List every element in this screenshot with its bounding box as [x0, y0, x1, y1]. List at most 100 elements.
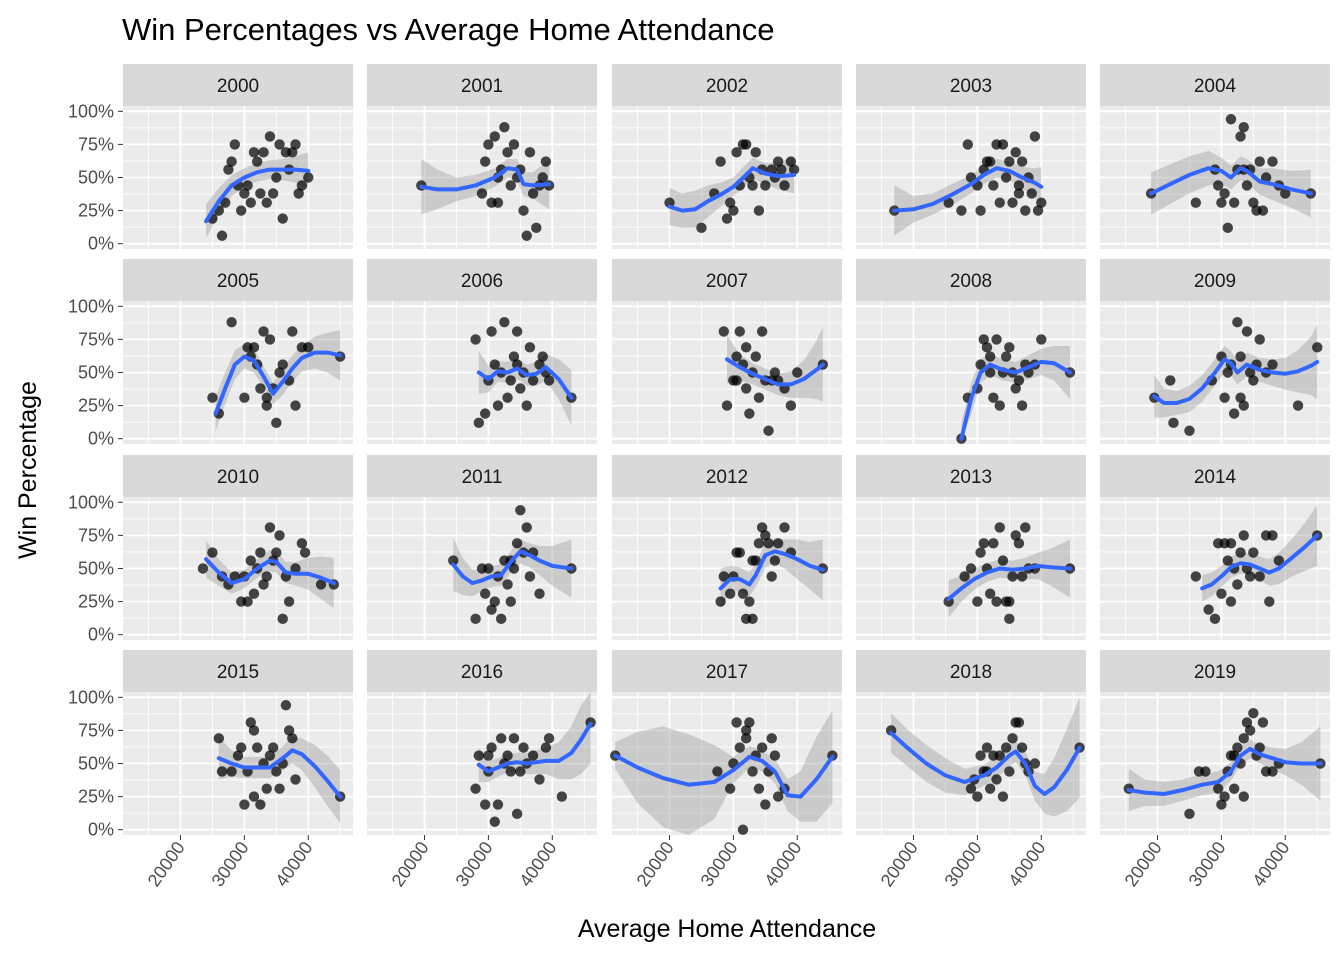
- facet-strip-label: 2007: [706, 271, 748, 292]
- data-point: [772, 538, 784, 549]
- facet-strip: [856, 455, 1086, 497]
- data-point: [721, 400, 733, 411]
- data-point: [505, 375, 516, 386]
- data-point: [1241, 180, 1253, 191]
- data-point: [1232, 579, 1243, 590]
- data-point: [505, 596, 516, 607]
- facet-strip: [856, 259, 1086, 301]
- facet-strip: [612, 650, 842, 692]
- data-point: [724, 783, 736, 794]
- data-point: [521, 400, 532, 411]
- data-point: [1238, 400, 1249, 411]
- data-point: [1004, 596, 1015, 607]
- smooth-line: [725, 357, 825, 387]
- data-point: [277, 613, 288, 625]
- data-point: [1232, 316, 1243, 328]
- data-point: [271, 172, 282, 183]
- data-point: [534, 359, 545, 370]
- data-point: [984, 367, 996, 378]
- data-point: [772, 156, 784, 167]
- data-point: [261, 571, 272, 582]
- data-point: [975, 750, 986, 761]
- data-point: [956, 205, 967, 216]
- data-point: [1029, 758, 1041, 769]
- data-point: [495, 733, 507, 744]
- data-point: [251, 156, 263, 167]
- data-point: [486, 326, 497, 337]
- facet-strip: [123, 259, 353, 301]
- data-point: [470, 334, 481, 345]
- facet-strip-label: 2017: [706, 662, 748, 683]
- data-point: [984, 783, 996, 794]
- data-point: [1013, 188, 1025, 199]
- data-point: [731, 375, 742, 386]
- smooth-line: [451, 549, 574, 586]
- facet-strip-label: 2013: [950, 467, 992, 488]
- data-point: [1225, 596, 1237, 607]
- data-point: [258, 326, 269, 337]
- y-tick-label: 25%: [78, 592, 114, 612]
- facet-strip: [612, 259, 842, 301]
- data-point: [483, 563, 494, 574]
- facet-panel: 2000 0% 25% 50% 75% 100%: [68, 64, 353, 254]
- data-point: [242, 180, 253, 191]
- data-point: [734, 326, 745, 337]
- data-point: [664, 197, 675, 208]
- data-point: [997, 555, 1009, 566]
- data-point: [271, 417, 282, 429]
- data-point: [267, 742, 279, 753]
- data-point: [534, 588, 545, 599]
- data-point: [303, 172, 314, 183]
- data-point: [479, 588, 491, 599]
- data-point: [785, 400, 797, 411]
- facet-strip-label: 2001: [461, 76, 503, 97]
- data-point: [1238, 791, 1249, 802]
- data-point: [537, 172, 548, 183]
- data-point: [274, 367, 285, 378]
- smooth-line: [1126, 746, 1323, 796]
- data-point: [293, 188, 304, 199]
- data-point: [1000, 172, 1012, 183]
- data-point: [479, 156, 491, 167]
- data-point: [715, 596, 726, 607]
- data-point: [248, 342, 260, 353]
- data-point: [788, 164, 800, 175]
- data-point: [226, 156, 237, 167]
- data-point: [261, 197, 272, 208]
- y-tick-label: 50%: [78, 754, 114, 774]
- data-point: [492, 400, 504, 411]
- data-point: [283, 725, 295, 736]
- data-point: [1225, 114, 1237, 125]
- facet-panel: 2014: [1100, 455, 1330, 640]
- data-point: [760, 799, 771, 810]
- data-point: [226, 766, 237, 777]
- data-point: [1016, 156, 1028, 167]
- data-point: [299, 547, 311, 558]
- data-point: [543, 733, 555, 744]
- data-point: [540, 742, 552, 753]
- data-point: [261, 392, 272, 403]
- data-point: [766, 164, 777, 175]
- data-point: [476, 188, 488, 199]
- data-point: [470, 613, 481, 625]
- data-point: [505, 766, 516, 777]
- data-point: [981, 742, 993, 753]
- data-point: [213, 733, 225, 744]
- data-point: [740, 383, 752, 394]
- data-point: [766, 733, 777, 744]
- data-point: [255, 188, 266, 199]
- data-point: [1219, 791, 1230, 802]
- data-point: [1267, 156, 1278, 167]
- facet-strip: [856, 650, 1086, 692]
- data-point: [744, 596, 755, 607]
- smooth-line: [667, 166, 797, 213]
- data-point: [479, 408, 491, 419]
- data-point: [524, 342, 536, 353]
- data-point: [1184, 425, 1195, 436]
- data-point: [1244, 367, 1256, 378]
- data-point: [303, 342, 314, 353]
- data-point: [248, 791, 260, 802]
- data-point: [756, 522, 768, 533]
- data-point: [972, 596, 983, 607]
- data-point: [251, 742, 263, 753]
